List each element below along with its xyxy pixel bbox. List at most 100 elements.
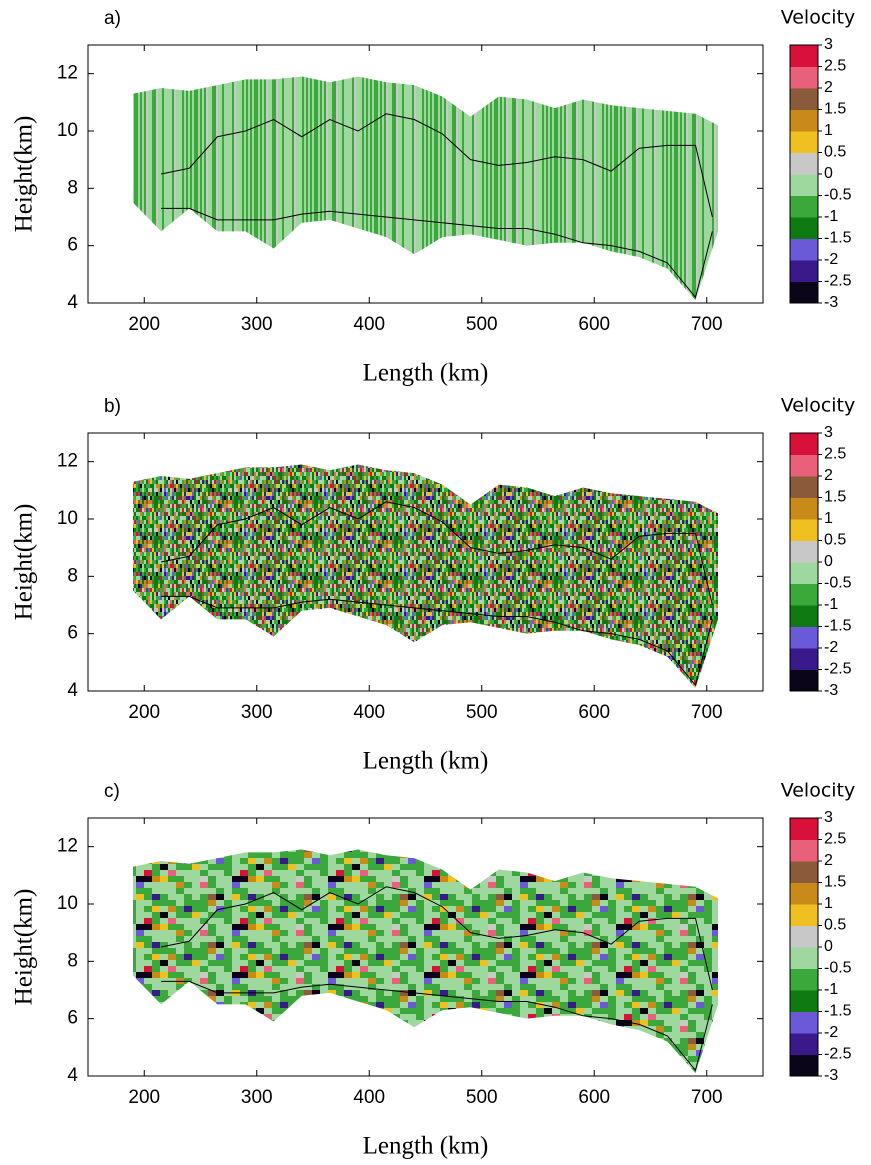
- colorbar-segment: [790, 990, 818, 1012]
- colorbar-segment: [790, 882, 818, 905]
- colorbar-tick-label: -1: [824, 208, 838, 225]
- colorbar-segment: [790, 45, 818, 67]
- y-tick-label: 8: [67, 177, 78, 198]
- colorbar-segment: [790, 648, 818, 670]
- colorbar-segment: [790, 66, 818, 89]
- colorbar-tick-label: -0.5: [824, 960, 852, 977]
- colorbar-tick-label: -3: [824, 1067, 838, 1084]
- x-tick-label: 500: [466, 1087, 498, 1108]
- colorbar-segment: [790, 1011, 818, 1034]
- colorbar-tick-label: 1.5: [824, 874, 846, 891]
- x-tick-label: 200: [128, 1087, 160, 1108]
- colorbar-tick-label: 1.5: [824, 489, 846, 506]
- x-tick-label: 600: [578, 702, 610, 723]
- colorbar-segment: [790, 605, 818, 627]
- x-tick-label: 700: [691, 702, 723, 723]
- colorbar-title: Velocity: [781, 7, 856, 29]
- contour-line: [161, 595, 713, 687]
- colorbar-tick-label: -1: [824, 981, 838, 998]
- cloud-area: [133, 849, 718, 1074]
- colorbar-segment: [790, 669, 818, 692]
- colorbar-tick-label: -1.5: [824, 618, 852, 635]
- colorbar-tick-label: 0.5: [824, 144, 846, 161]
- colorbar-segment: [790, 1054, 818, 1077]
- x-tick-label: 400: [353, 1087, 385, 1108]
- colorbar-tick-label: -2: [824, 1024, 838, 1041]
- x-tick-label: 500: [466, 314, 498, 335]
- x-tick-label: 300: [241, 702, 273, 723]
- colorbar-tick-label: -2: [824, 639, 838, 656]
- colorbar-tick-label: -2.5: [824, 661, 852, 678]
- x-tick-label: 400: [353, 314, 385, 335]
- colorbar-segment: [790, 174, 818, 196]
- x-tick-label: 600: [578, 1087, 610, 1108]
- x-tick-label: 300: [241, 1087, 273, 1108]
- y-tick-label: 8: [67, 950, 78, 971]
- plot-frame: [87, 44, 764, 304]
- colorbar-segment: [790, 519, 818, 541]
- colorbar-segment: [790, 497, 818, 520]
- cloud-area: [133, 464, 718, 689]
- colorbar-tick-label: 0: [824, 165, 833, 182]
- x-axis-label: Length (km): [363, 748, 489, 775]
- colorbar-segment: [790, 583, 818, 606]
- y-axis-label: Height(km): [11, 504, 38, 621]
- contour-line: [161, 207, 713, 299]
- x-tick-label: 200: [128, 314, 160, 335]
- y-tick-label: 12: [57, 836, 78, 857]
- colorbar-tick-label: -0.5: [824, 575, 852, 592]
- colorbar-segment: [790, 947, 818, 969]
- panel-label: a): [104, 8, 121, 29]
- y-tick-label: 6: [67, 623, 78, 644]
- colorbar-tick-label: 0.5: [824, 532, 846, 549]
- plot-frame: [87, 432, 764, 692]
- colorbar-segment: [790, 626, 818, 649]
- x-tick-label: 500: [466, 702, 498, 723]
- y-tick-label: 6: [67, 235, 78, 256]
- colorbar-segment: [790, 925, 818, 948]
- colorbar-segment: [790, 818, 818, 840]
- colorbar-tick-label: 2.5: [824, 831, 846, 848]
- colorbar-segment: [790, 238, 818, 261]
- colorbar-tick-label: -3: [824, 682, 838, 699]
- colorbar-tick-label: -1.5: [824, 1003, 852, 1020]
- colorbar-segment: [790, 88, 818, 110]
- colorbar-segment: [790, 839, 818, 862]
- y-tick-label: 10: [57, 893, 78, 914]
- colorbar-segment: [790, 281, 818, 304]
- colorbar-tick-label: -2.5: [824, 1046, 852, 1063]
- colorbar-tick-label: -0.5: [824, 187, 852, 204]
- y-tick-label: 4: [67, 680, 78, 701]
- x-axis-label: Length (km): [363, 360, 489, 387]
- y-tick-label: 10: [57, 120, 78, 141]
- y-tick-label: 8: [67, 565, 78, 586]
- y-tick-label: 10: [57, 508, 78, 529]
- colorbar-tick-label: 3: [824, 809, 833, 826]
- y-tick-label: 4: [67, 292, 78, 313]
- colorbar-tick-label: -2.5: [824, 273, 852, 290]
- colorbar-segment: [790, 562, 818, 584]
- colorbar-segment: [790, 968, 818, 991]
- contour-line: [161, 113, 713, 218]
- y-tick-label: 6: [67, 1008, 78, 1029]
- contour-line: [161, 886, 713, 991]
- x-tick-label: 300: [241, 314, 273, 335]
- panel-label: c): [104, 781, 120, 802]
- x-tick-label: 600: [578, 314, 610, 335]
- contour-line: [161, 980, 713, 1072]
- colorbar-tick-label: 2: [824, 852, 833, 869]
- colorbar-tick-label: 3: [824, 36, 833, 53]
- colorbar-segment: [790, 540, 818, 563]
- colorbar-tick-label: 1: [824, 895, 833, 912]
- colorbar-title: Velocity: [781, 395, 856, 417]
- colorbar-tick-label: -3: [824, 294, 838, 311]
- cloud-area: [133, 76, 718, 301]
- colorbar-segment: [790, 454, 818, 477]
- y-axis-label: Height(km): [11, 889, 38, 1006]
- colorbar-tick-label: -2: [824, 251, 838, 268]
- colorbar-tick-label: 0: [824, 553, 833, 570]
